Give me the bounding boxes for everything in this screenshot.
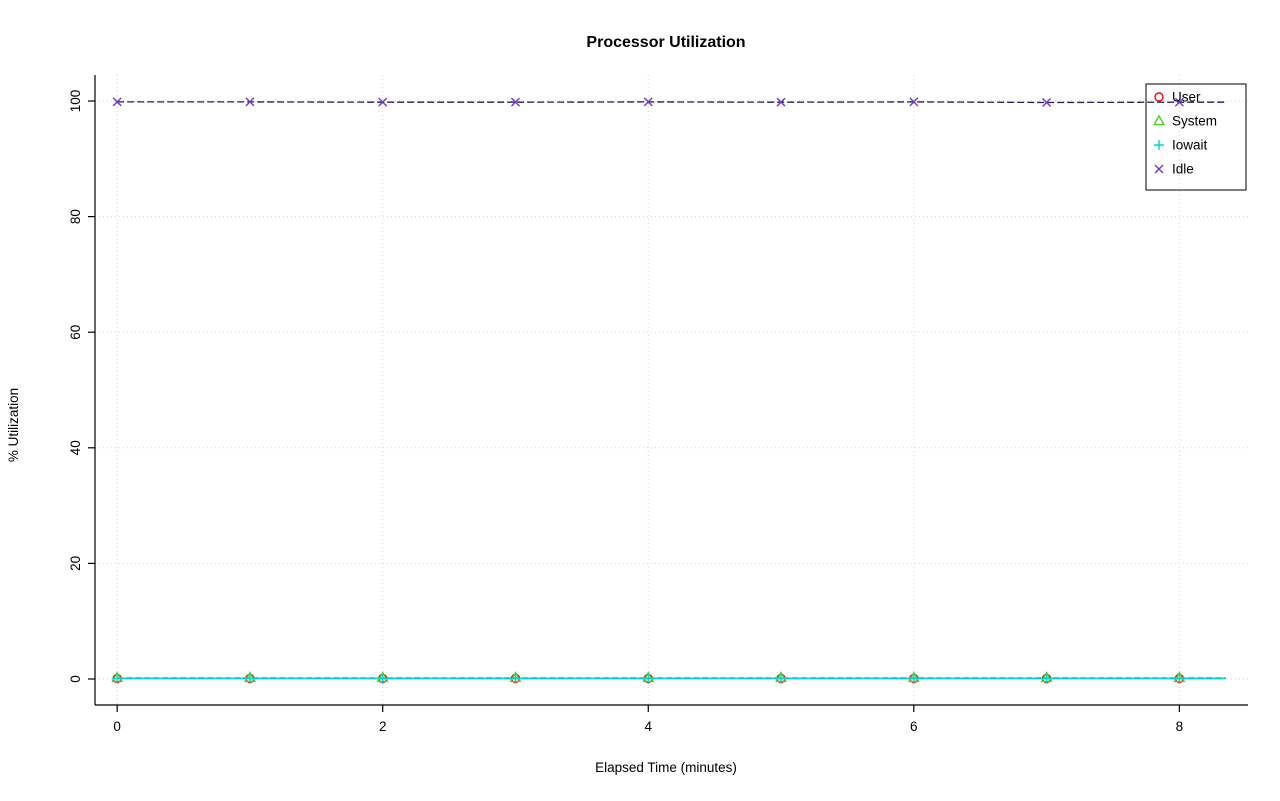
y-tick-label: 40 bbox=[68, 440, 83, 455]
legend-label-idle: Idle bbox=[1172, 162, 1194, 177]
y-tick-label: 80 bbox=[68, 209, 83, 224]
x-tick-label: 0 bbox=[113, 719, 121, 734]
series-system bbox=[111, 671, 1226, 683]
y-tick-label: 60 bbox=[68, 325, 83, 340]
x-tick-label: 2 bbox=[379, 719, 387, 734]
legend-label-user: User bbox=[1172, 90, 1201, 105]
x-tick-label: 6 bbox=[910, 719, 918, 734]
y-tick-label: 20 bbox=[68, 556, 83, 571]
legend: User System Iowait Idle bbox=[1145, 83, 1247, 191]
chart-title: Processor Utilization bbox=[586, 34, 745, 51]
y-axis-label: % Utilization bbox=[6, 388, 21, 462]
legend-label-iowait: Iowait bbox=[1172, 138, 1208, 153]
series-idle bbox=[112, 97, 1226, 107]
y-tick-label: 100 bbox=[68, 90, 83, 113]
y-tick-label: 0 bbox=[68, 675, 83, 683]
series-line bbox=[117, 101, 1226, 104]
gridlines bbox=[95, 75, 1248, 705]
series-group bbox=[111, 97, 1226, 684]
x-tick-label: 4 bbox=[645, 719, 653, 734]
legend-label-system: System bbox=[1172, 114, 1217, 129]
series-iowait bbox=[112, 673, 1226, 684]
legend-box bbox=[1145, 83, 1247, 191]
x-tick-label: 8 bbox=[1176, 719, 1184, 734]
x-axis-label: Elapsed Time (minutes) bbox=[595, 760, 737, 775]
